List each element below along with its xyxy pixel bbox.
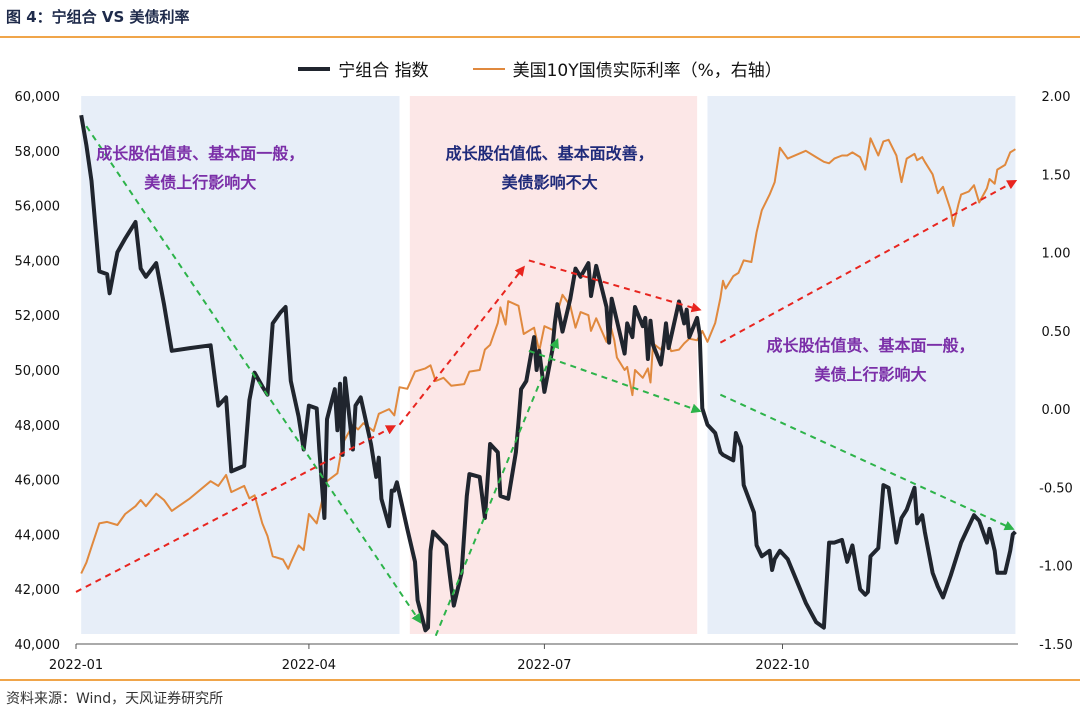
y-right-tick-label: -0.50 [1039, 481, 1073, 496]
y-right-tick-label: 2.00 [1042, 90, 1071, 105]
annotation-left-line: 美债上行影响大 [144, 173, 256, 192]
chart-legend: 宁组合 指数 美国10Y国债实际利率（%，右轴） [0, 56, 1080, 81]
y-right-tick-label: 0.50 [1042, 325, 1071, 340]
band-1 [409, 96, 698, 634]
chart-canvas: 40,000 42,000 44,000 46,000 48,000 50,000 52,0… [15, 90, 1073, 673]
y-left-tick-label: 44,000 [15, 528, 61, 543]
series-lines [79, 114, 1017, 633]
y-right-tick-label: -1.50 [1039, 638, 1073, 653]
annotation-right-line: 美债上行影响大 [814, 365, 926, 384]
annotation-left-line: 成长股估值贵、基本面一般， [96, 144, 304, 163]
legend-swatch-rate [472, 67, 505, 70]
y-left-tick-label: 56,000 [15, 200, 61, 215]
y-left-tick-label: 48,000 [15, 419, 61, 434]
y-left-tick-label: 50,000 [15, 364, 61, 379]
x-tick-label: 2022-04 [282, 658, 336, 673]
y-right-tick-label: 0.00 [1042, 403, 1071, 418]
trend-arrow-green [434, 338, 559, 637]
y-left-tick-label: 52,000 [15, 309, 61, 324]
band-0 [81, 96, 400, 634]
y-right-tick-label: -1.00 [1039, 560, 1073, 575]
annotation-right-line: 成长股估值贵、基本面一般， [766, 336, 974, 355]
y-left-tick-label: 42,000 [15, 583, 61, 598]
x-tick-label: 2022-01 [49, 658, 103, 673]
figure-title: 图 4：宁组合 VS 美债利率 [6, 8, 190, 26]
legend-label-rate: 美国10Y国债实际利率（%，右轴） [512, 61, 782, 81]
title-rule [0, 36, 1080, 38]
y-left-tick-label: 58,000 [15, 145, 61, 160]
y-right-tick-label: 1.00 [1042, 247, 1071, 262]
y-left-tick-label: 60,000 [15, 90, 61, 105]
band-2 [707, 96, 1016, 634]
series-line-rate [80, 137, 1016, 574]
legend-item-index: 宁组合 指数 [298, 56, 429, 81]
legend-swatch-index [298, 66, 331, 71]
series-line-index [79, 114, 1017, 633]
annotation-middle-line: 美债影响不大 [502, 173, 598, 192]
trend-arrow-red [528, 259, 702, 313]
chart-axes: 40,000 42,000 44,000 46,000 48,000 50,000 52,0… [15, 90, 1073, 673]
trend-arrow-red [75, 425, 397, 593]
legend-label-index: 宁组合 指数 [338, 61, 429, 81]
trend-arrow-red [398, 265, 525, 426]
trend-arrow-green [719, 393, 1015, 531]
source-note: 资料来源：Wind，天风证券研究所 [6, 691, 224, 707]
trend-arrow-red [719, 179, 1018, 344]
x-tick-label: 2022-10 [755, 658, 809, 673]
y-right-tick-label: 1.50 [1042, 168, 1071, 183]
footer-rule [0, 679, 1080, 681]
period-bands [81, 96, 1016, 634]
annotation-middle-line: 成长股估值低、基本面改善， [446, 144, 654, 163]
trend-arrow-green [528, 349, 702, 414]
trend-arrow-green [85, 125, 422, 624]
y-left-tick-label: 54,000 [15, 254, 61, 269]
y-left-tick-label: 40,000 [15, 638, 61, 653]
legend-item-rate: 美国10Y国债实际利率（%，右轴） [472, 56, 782, 81]
annotations: 成长股估值贵、基本面一般，美债上行影响大成长股估值低、基本面改善，美债影响不大成… [96, 144, 974, 384]
x-tick-label: 2022-07 [517, 658, 571, 673]
trend-arrows [75, 125, 1018, 637]
y-left-tick-label: 46,000 [15, 474, 61, 489]
